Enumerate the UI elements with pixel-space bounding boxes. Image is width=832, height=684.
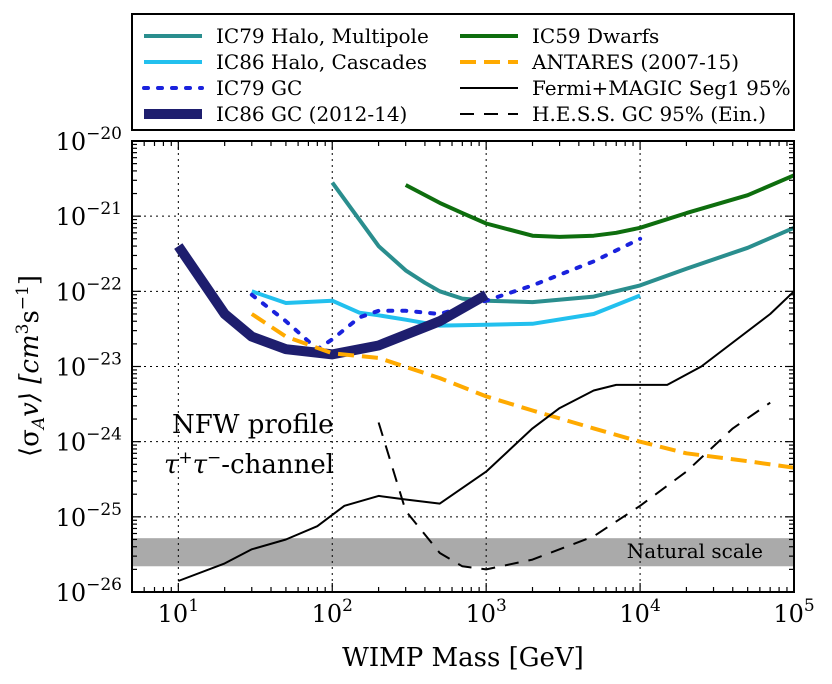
x-tick-label: 104 [619, 596, 660, 628]
y-label-open: ⟨σ [15, 429, 45, 457]
legend-label: IC79 Halo, Multipole [216, 24, 429, 48]
x-axis-label: WIMP Mass [GeV] [342, 643, 584, 673]
y-label-v: v⟩ [cm [15, 334, 45, 416]
legend-label: IC86 Halo, Cascades [216, 50, 427, 74]
x-tick-label: 102 [312, 596, 353, 628]
y-tick-label: 10−23 [56, 350, 122, 382]
channel-suffix: -channel [221, 450, 334, 480]
natural-scale-band [132, 538, 794, 567]
legend-label: IC59 Dwarfs [532, 24, 659, 48]
y-label-sup1: 3 [13, 324, 33, 335]
legend-label: IC79 GC [216, 76, 302, 100]
legend-frame [131, 13, 795, 131]
series-line-ic86-halo-cascades [251, 289, 641, 328]
series-line-ic59-dwarfs [404, 173, 795, 239]
series-line-ic86-gc-2012-14 [174, 243, 489, 360]
profile-annotation: NFW profile [172, 410, 334, 440]
legend-label: IC86 GC (2012-14) [216, 102, 407, 126]
x-tick-labels: 101 102 103 104 105 [158, 596, 815, 628]
y-tick-label: 10−21 [56, 199, 122, 231]
y-tick-label: 10−22 [56, 274, 122, 306]
channel-annotation: τ+τ−-channel [164, 448, 334, 480]
y-tick-label: 10−20 [56, 124, 122, 156]
series-line-antares-2007-15 [250, 312, 795, 470]
legend-label: Fermi+MAGIC Seg1 95% [532, 76, 791, 100]
plot-frame [131, 140, 795, 593]
series-line-fermi-magic-seg1-95 [177, 290, 795, 582]
plot-area [131, 140, 795, 593]
x-tick-label: 103 [465, 596, 506, 628]
y-tick-label: 10−26 [56, 575, 122, 607]
x-tick-label: 101 [158, 596, 199, 628]
y-label-sub: A [29, 417, 49, 431]
series-line-h-e-s-s-gc-95-ein [377, 401, 771, 571]
y-label-close: ] [15, 275, 45, 285]
legend-label: ANTARES (2007-15) [531, 50, 739, 74]
legend-label: H.E.S.S. GC 95% (Ein.) [532, 102, 766, 126]
y-label-sup2: −1 [13, 285, 33, 310]
y-axis-label: ⟨σAv⟩ [cm3s−1] [13, 275, 49, 457]
y-tick-label: 10−25 [56, 500, 122, 532]
tau-symbol: τ [164, 450, 179, 480]
minus-superscript: − [207, 448, 221, 468]
y-tick-labels: 10−26 10−25 10−24 10−23 10−22 10−21 10−20 [56, 124, 122, 607]
y-tick-label: 10−24 [56, 425, 122, 457]
tau-symbol-2: τ [193, 450, 208, 480]
x-tick-label: 105 [773, 596, 814, 628]
y-label-s: s [15, 310, 45, 323]
plus-superscript: + [178, 448, 192, 468]
natural-scale-label: Natural scale [627, 539, 763, 563]
series-line-ic79-gc [249, 236, 643, 352]
